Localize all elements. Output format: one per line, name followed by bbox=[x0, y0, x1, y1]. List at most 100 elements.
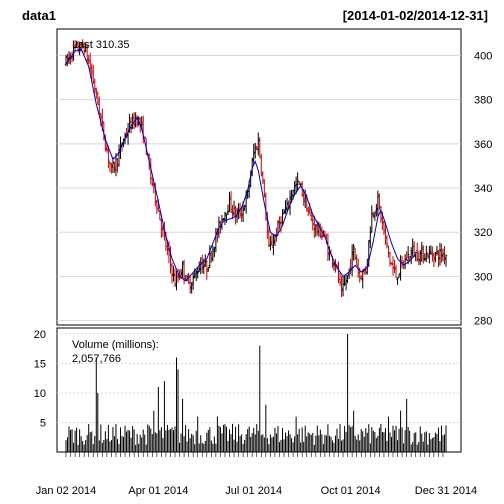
price-tick-label: 320 bbox=[474, 227, 492, 239]
x-axis: Jan 02 2014 Apr 01 2014 Jul 01 2014 Oct 01 … bbox=[36, 452, 477, 497]
ohlc-bar bbox=[319, 223, 322, 239]
ohlc-bar bbox=[210, 250, 213, 263]
date-range: [2014-01-02/2014-12-31] bbox=[343, 8, 488, 23]
ohlc-bar bbox=[284, 200, 287, 214]
ohlc-bar bbox=[393, 259, 396, 274]
ohlc-bar bbox=[191, 272, 195, 290]
ohlc-bar bbox=[229, 191, 233, 214]
volume-bars bbox=[65, 333, 447, 452]
ohlc-bar bbox=[108, 161, 112, 172]
ohlc-bar bbox=[111, 157, 115, 174]
ohlc-bar bbox=[282, 208, 286, 215]
ohlc-bar bbox=[352, 243, 355, 261]
price-tick-label: 340 bbox=[474, 183, 492, 195]
ohlc-bar bbox=[116, 158, 119, 173]
ohlc-bar bbox=[81, 39, 84, 49]
x-tick-label: Jul 01 2014 bbox=[225, 485, 282, 497]
ohlc-bar bbox=[176, 268, 180, 283]
ohlc-bar bbox=[428, 245, 431, 264]
x-tick-label: Jan 02 2014 bbox=[36, 485, 97, 497]
ohlc-bar bbox=[346, 274, 349, 284]
ohlc-bar bbox=[67, 51, 71, 65]
ohlc-bar bbox=[297, 180, 301, 185]
ohlc-bar bbox=[425, 245, 428, 263]
ohlc-bar bbox=[87, 54, 90, 65]
ohlc-bar bbox=[438, 242, 442, 266]
ohlc-bar bbox=[388, 251, 392, 267]
ohlc-bar bbox=[376, 190, 380, 217]
ohlc-bar bbox=[347, 268, 351, 279]
x-tick-label: Apr 01 2014 bbox=[128, 485, 188, 497]
ohlc-bar bbox=[267, 225, 271, 247]
ohlc-bar bbox=[96, 92, 99, 105]
ohlc-bar bbox=[225, 213, 228, 223]
volume-last-value: 2,057,766 bbox=[72, 353, 121, 365]
ohlc-bar bbox=[435, 245, 439, 256]
ohlc-bar bbox=[190, 282, 193, 294]
ohlc-bar bbox=[382, 220, 386, 235]
ohlc-bar bbox=[237, 203, 240, 220]
ohlc-bar bbox=[169, 246, 172, 274]
ohlc-bar bbox=[373, 211, 377, 221]
volume-axis: 5 10 15 20 bbox=[34, 329, 46, 430]
volume-tick-label: 10 bbox=[34, 388, 46, 400]
ohlc-bar bbox=[385, 234, 389, 249]
ohlc-bar bbox=[231, 204, 234, 220]
ohlc-bar bbox=[173, 268, 177, 287]
ohlc-bar bbox=[258, 137, 261, 158]
price-tick-label: 280 bbox=[474, 316, 492, 328]
ohlc-bar bbox=[379, 205, 383, 223]
ohlc-bar bbox=[311, 214, 314, 231]
ohlc-bar bbox=[375, 203, 378, 217]
ohlc-bar bbox=[252, 143, 255, 165]
ohlc-bar bbox=[181, 261, 184, 279]
volume-tick-label: 20 bbox=[34, 329, 46, 341]
ohlc-bar bbox=[270, 233, 274, 247]
ohlc-bar bbox=[223, 211, 227, 226]
price-tick-label: 380 bbox=[474, 95, 492, 107]
price-panel-frame bbox=[56, 28, 462, 326]
ohlc-bar bbox=[263, 179, 266, 198]
ohlc-bar bbox=[269, 236, 272, 251]
ohlc-bar bbox=[313, 215, 316, 239]
ohlc-bar bbox=[82, 41, 86, 55]
ohlc-bar bbox=[187, 272, 190, 285]
ohlc-bar bbox=[93, 78, 96, 94]
ohlc-bar bbox=[414, 251, 417, 262]
ohlc-bar bbox=[99, 112, 103, 127]
price-tick-label: 360 bbox=[474, 139, 492, 151]
ohlc-bar bbox=[198, 261, 201, 272]
price-tick-label: 400 bbox=[474, 51, 492, 63]
moving-average-line bbox=[65, 48, 417, 282]
ohlc-bar bbox=[397, 273, 401, 278]
ohlc-bar bbox=[66, 53, 69, 67]
ohlc-bar bbox=[396, 277, 399, 285]
ohlc-bar bbox=[314, 223, 318, 237]
ohlc-bar bbox=[437, 249, 440, 268]
ohlc-bar bbox=[129, 117, 133, 134]
ohlc-bar bbox=[188, 275, 192, 294]
ohlc-bar bbox=[196, 267, 199, 279]
ohlc-bar bbox=[432, 252, 436, 268]
ohlc-bar bbox=[340, 276, 343, 298]
ohlc-bar bbox=[219, 220, 222, 234]
ohlc-bar bbox=[281, 209, 284, 225]
ohlc-bar bbox=[394, 264, 398, 279]
ohlc-bar bbox=[151, 177, 154, 187]
volume-grid bbox=[57, 333, 461, 423]
ohlc-bar bbox=[353, 248, 357, 261]
ohlc-bar bbox=[307, 206, 310, 217]
ohlc-bar bbox=[207, 266, 210, 272]
ohlc-bar bbox=[107, 145, 110, 168]
ohlc-bar bbox=[338, 271, 342, 286]
ohlc-bar bbox=[420, 241, 423, 262]
ohlc-bar bbox=[208, 245, 212, 268]
ohlc-bar bbox=[431, 246, 434, 262]
x-tick-label: Oct 01 2014 bbox=[321, 485, 381, 497]
ohlc-bar bbox=[344, 274, 348, 291]
ohlc-bar bbox=[222, 218, 225, 221]
ohlc-bar bbox=[255, 145, 258, 151]
last-price-label: Last 310.35 bbox=[72, 39, 130, 51]
